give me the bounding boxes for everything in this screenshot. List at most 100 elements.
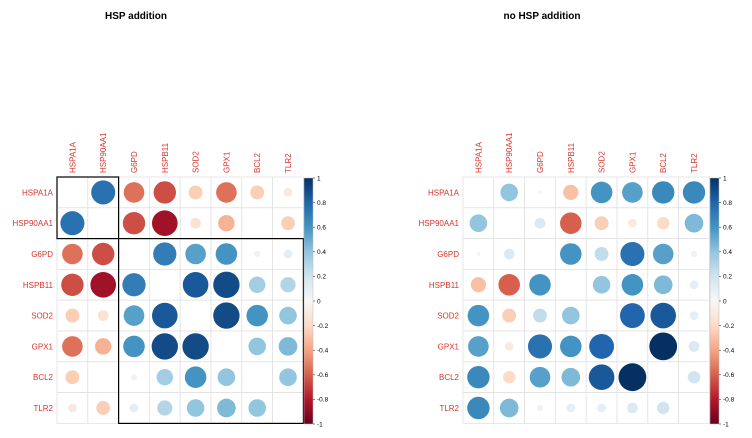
grid-cell [462, 176, 495, 209]
correlation-circle [248, 399, 266, 417]
correlation-circle [188, 185, 203, 200]
grid-cell [87, 207, 120, 240]
correlation-circle [467, 365, 490, 389]
correlation-circle [122, 273, 146, 297]
correlation-circle [649, 332, 678, 361]
correlation-circle [151, 302, 178, 329]
correlation-circle [68, 403, 77, 413]
correlation-circle [91, 180, 116, 205]
colorbar-tick-label: 1 [317, 175, 321, 182]
correlation-circle [500, 183, 518, 202]
grid-cell [87, 361, 120, 393]
correlation-circle [279, 306, 297, 325]
correlation-circle [153, 181, 177, 204]
grid-cell [56, 176, 89, 209]
correlation-circle [96, 401, 111, 415]
correlation-circle [122, 211, 146, 235]
correlation-circle [562, 306, 580, 325]
correlation-circle [688, 341, 700, 352]
correlation-circle [254, 250, 261, 258]
correlation-circle [151, 210, 178, 237]
correlation-circle [279, 368, 297, 386]
correlation-circle [653, 275, 673, 295]
correlation-circle [682, 181, 706, 204]
colorbar-tick-label: -1 [723, 421, 729, 428]
colorbar-tick-label: 1 [723, 175, 727, 182]
correlation-circle [470, 277, 487, 293]
column-label: BCL2 [659, 152, 668, 173]
colorbar-tick-label: -1 [317, 421, 323, 428]
correlation-circle [503, 248, 515, 260]
column-label: GPX1 [222, 151, 231, 173]
row-label: G6PD [437, 250, 459, 259]
correlation-circle [588, 364, 615, 391]
correlation-circle [620, 241, 645, 267]
column-label: HSPB11 [567, 142, 576, 173]
correlation-circle [622, 182, 643, 203]
correlation-circle [218, 214, 235, 232]
correlation-circle [469, 214, 488, 232]
correlation-circle [213, 271, 240, 298]
column-label: HSPA1A [474, 141, 483, 173]
colorbar-tick-label: 0.4 [723, 249, 732, 256]
correlation-circle [182, 271, 209, 298]
correlation-circle [619, 303, 645, 329]
column-label: HSP90AA1 [99, 132, 108, 173]
row-label: TLR2 [33, 404, 53, 413]
chart-panel-1: HSP addition HSPA1A HSP90AA1 G6PD HSPB11 SOD2… [13, 11, 329, 428]
colorbar [303, 177, 314, 425]
correlation-circle [157, 400, 173, 416]
correlation-circle [123, 305, 145, 326]
row-label: HSP90AA1 [419, 219, 460, 228]
correlation-circle [656, 216, 670, 230]
colorbar-tick-label: 0.2 [723, 274, 732, 281]
correlation-circle [129, 403, 139, 413]
colorbar-tick-label: -0.4 [317, 348, 329, 355]
colorbar-tick-label: -0.6 [723, 372, 735, 379]
cluster-box [56, 176, 120, 240]
correlation-circle [590, 181, 613, 204]
colorbar-tick-label: 0.6 [317, 225, 326, 232]
grid-cell [647, 361, 679, 393]
grid-cell [678, 392, 710, 424]
correlation-circle [529, 274, 551, 296]
correlation-circle [621, 274, 644, 296]
correlation-circle [281, 216, 295, 231]
row-label: HSP90AA1 [13, 219, 54, 228]
column-label: BCL2 [253, 152, 262, 173]
grid-cell [241, 361, 274, 393]
column-label: TLR2 [284, 153, 293, 173]
correlation-circle [186, 399, 205, 417]
correlation-circle [504, 342, 514, 351]
correlation-circle [123, 182, 145, 203]
correlation-circle [467, 304, 490, 327]
correlation-circle [97, 310, 109, 321]
colorbar-tick-label: -0.2 [723, 323, 735, 330]
correlation-circle [248, 337, 266, 356]
correlation-circle [533, 308, 547, 323]
correlation-circle [597, 403, 606, 413]
grid-cell [179, 299, 212, 332]
correlation-circle [246, 304, 268, 327]
correlation-circle [65, 308, 80, 323]
correlation-circle [60, 211, 85, 236]
correlation-circle [652, 243, 674, 265]
row-label: TLR2 [439, 404, 459, 413]
colorbar-tick-label: -0.6 [317, 372, 329, 379]
row-label: HSPB11 [23, 281, 54, 290]
correlation-circle [468, 336, 489, 357]
chart-title: no HSP addition [503, 11, 580, 22]
correlation-circle [529, 366, 551, 388]
correlation-circle [123, 335, 145, 358]
correlation-circle [498, 274, 520, 296]
column-label: G6PD [536, 151, 545, 173]
grid-cell [210, 330, 243, 363]
correlation-circle [502, 370, 516, 384]
correlation-circle [687, 370, 701, 384]
column-label: TLR2 [690, 153, 699, 173]
correlation-circle [618, 363, 647, 392]
correlation-circle [536, 404, 544, 412]
chart-panel-2: no HSP addition HSPA1A HSP90AA1 G6PD HSPB11 S… [419, 11, 735, 428]
correlation-circle [94, 338, 112, 355]
